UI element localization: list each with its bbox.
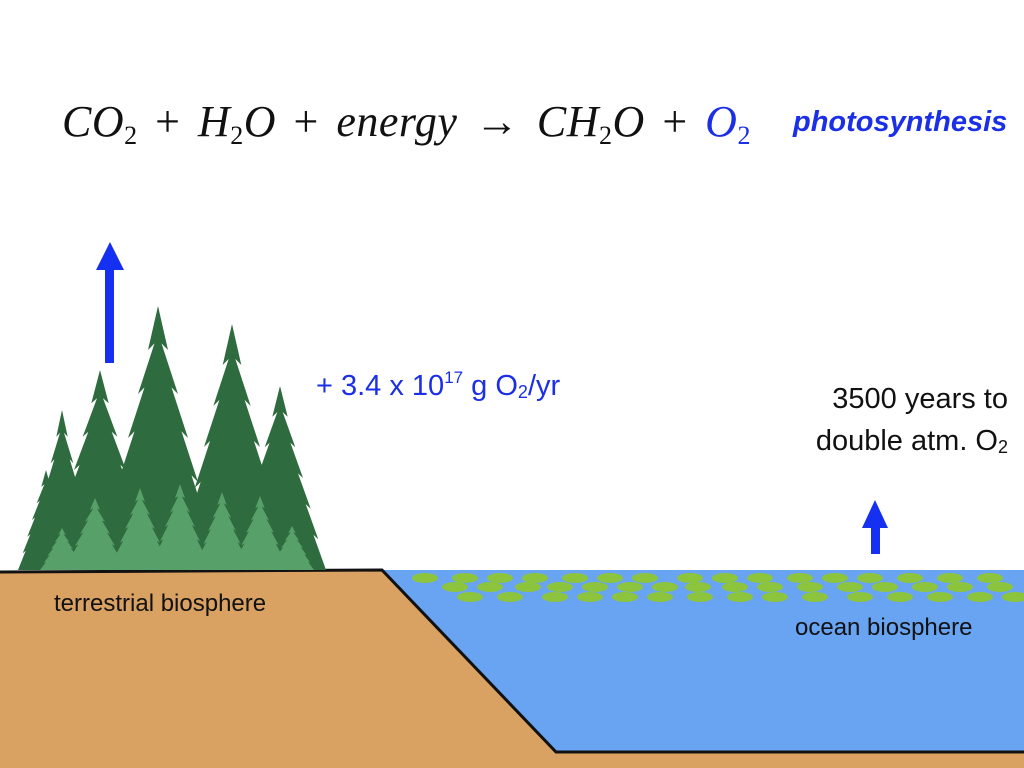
plankton-icon bbox=[712, 573, 738, 583]
plankton-icon bbox=[872, 582, 898, 592]
conifer-tree-icon bbox=[110, 488, 170, 570]
plankton-icon bbox=[847, 592, 873, 602]
conifer-tree-icon bbox=[98, 306, 218, 570]
plankton-icon bbox=[822, 573, 848, 583]
plankton-icon bbox=[757, 582, 783, 592]
plankton-icon bbox=[457, 592, 483, 602]
plankton-icon bbox=[452, 573, 478, 583]
plankton-icon bbox=[487, 573, 513, 583]
plankton-icon bbox=[927, 592, 953, 602]
plankton-icon bbox=[522, 573, 548, 583]
plankton-icon bbox=[727, 592, 753, 602]
process-label: photosynthesis bbox=[793, 106, 1008, 138]
plankton-icon bbox=[687, 592, 713, 602]
plankton-icon bbox=[802, 592, 828, 602]
plankton-icon bbox=[947, 582, 973, 592]
plankton-icon bbox=[987, 582, 1013, 592]
ocean-biosphere-label: ocean biosphere bbox=[795, 614, 973, 641]
plankton-icon bbox=[1002, 592, 1024, 602]
plankton-icon bbox=[542, 592, 568, 602]
plankton-icon bbox=[477, 582, 503, 592]
plankton-icon bbox=[582, 582, 608, 592]
plankton-icon bbox=[597, 573, 623, 583]
plankton-icon bbox=[612, 592, 638, 602]
plankton-icon bbox=[562, 573, 588, 583]
conifer-tree-icon bbox=[270, 526, 314, 570]
plankton-icon bbox=[747, 573, 773, 583]
plankton-icon bbox=[762, 592, 788, 602]
plankton-icon bbox=[787, 573, 813, 583]
plankton-icon bbox=[632, 573, 658, 583]
plankton-icon bbox=[722, 582, 748, 592]
plankton-icon bbox=[897, 573, 923, 583]
conifer-tree-icon bbox=[150, 484, 210, 570]
plankton-icon bbox=[857, 573, 883, 583]
plankton-icon bbox=[937, 573, 963, 583]
plankton-icon bbox=[412, 573, 438, 583]
land-outline bbox=[0, 568, 1024, 754]
doubling-time-note: 3500 years to double atm. O2 bbox=[815, 383, 1008, 457]
plankton-icon bbox=[837, 582, 863, 592]
oxygen-production-rate: + 3.4 x 1017 g O2/yr bbox=[316, 368, 561, 402]
plankton-icon bbox=[797, 582, 823, 592]
terrestrial-biosphere-label: terrestrial biosphere bbox=[54, 590, 267, 617]
plankton-icon bbox=[685, 582, 711, 592]
conifer-tree-icon bbox=[40, 528, 84, 570]
plankton-icon bbox=[647, 592, 673, 602]
plankton-icon bbox=[547, 582, 573, 592]
plankton-icon bbox=[967, 592, 993, 602]
plankton-group bbox=[412, 573, 1024, 602]
conifer-tree-icon bbox=[65, 498, 125, 570]
plankton-icon bbox=[887, 592, 913, 602]
forest-group bbox=[18, 306, 326, 570]
photosynthesis-equation: CO2 + H2O + energy → CH2O + O2 bbox=[62, 97, 751, 150]
conifer-tree-icon bbox=[194, 492, 250, 570]
plankton-icon bbox=[617, 582, 643, 592]
plankton-icon bbox=[442, 582, 468, 592]
plankton-icon bbox=[652, 582, 678, 592]
plankton-icon bbox=[515, 582, 541, 592]
plankton-icon bbox=[912, 582, 938, 592]
up-arrow-icon bbox=[96, 242, 124, 363]
plankton-icon bbox=[497, 592, 523, 602]
plankton-icon bbox=[677, 573, 703, 583]
plankton-icon bbox=[577, 592, 603, 602]
up-arrow-icon bbox=[862, 500, 888, 554]
land-soil bbox=[0, 570, 1024, 768]
plankton-icon bbox=[977, 573, 1003, 583]
ocean-water bbox=[382, 570, 1024, 768]
conifer-tree-icon bbox=[232, 496, 288, 570]
oxygen-product: O2 bbox=[705, 97, 751, 150]
